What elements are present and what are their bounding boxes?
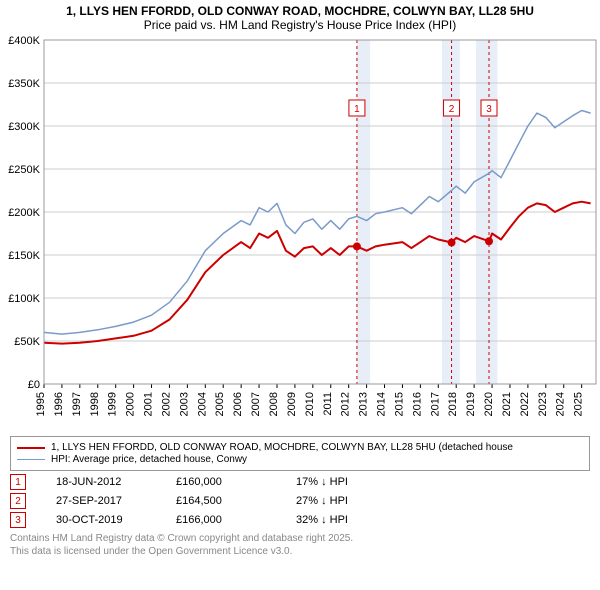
svg-text:2012: 2012 [340, 392, 352, 416]
marker-price: £166,000 [176, 514, 296, 526]
svg-text:2003: 2003 [178, 392, 190, 416]
svg-text:2018: 2018 [447, 392, 459, 416]
svg-text:1995: 1995 [35, 392, 47, 416]
title-line2: Price paid vs. HM Land Registry's House … [10, 18, 590, 32]
svg-text:2: 2 [449, 104, 455, 115]
svg-text:£350K: £350K [8, 78, 40, 90]
svg-text:2011: 2011 [322, 392, 334, 416]
svg-text:£250K: £250K [8, 164, 40, 176]
svg-text:2001: 2001 [143, 392, 155, 416]
svg-text:2016: 2016 [411, 392, 423, 416]
marker-diff: 27% ↓ HPI [296, 495, 416, 507]
svg-text:2010: 2010 [304, 392, 316, 416]
marker-row: 2 27-SEP-2017£164,50027% ↓ HPI [10, 493, 590, 509]
chart-title-block: 1, LLYS HEN FFORDD, OLD CONWAY ROAD, MOC… [0, 0, 600, 34]
svg-text:1998: 1998 [89, 392, 101, 416]
svg-text:2006: 2006 [232, 392, 244, 416]
legend-label: 1, LLYS HEN FFORDD, OLD CONWAY ROAD, MOC… [51, 442, 513, 453]
marker-number-box: 3 [10, 512, 26, 528]
marker-price: £164,500 [176, 495, 296, 507]
svg-text:£50K: £50K [14, 336, 40, 348]
svg-text:1: 1 [354, 104, 360, 115]
svg-text:1999: 1999 [107, 392, 119, 416]
marker-diff: 17% ↓ HPI [296, 476, 416, 488]
svg-text:2021: 2021 [501, 392, 513, 416]
legend-item: 1, LLYS HEN FFORDD, OLD CONWAY ROAD, MOC… [17, 442, 583, 453]
svg-text:2020: 2020 [483, 392, 495, 416]
svg-text:2023: 2023 [537, 392, 549, 416]
svg-text:£150K: £150K [8, 250, 40, 262]
svg-text:2014: 2014 [376, 392, 388, 416]
legend: 1, LLYS HEN FFORDD, OLD CONWAY ROAD, MOC… [10, 436, 590, 471]
marker-number-box: 2 [10, 493, 26, 509]
svg-text:2009: 2009 [286, 392, 298, 416]
svg-text:1996: 1996 [53, 392, 65, 416]
svg-text:£0: £0 [28, 379, 40, 391]
marker-diff: 32% ↓ HPI [296, 514, 416, 526]
title-line1: 1, LLYS HEN FFORDD, OLD CONWAY ROAD, MOC… [10, 4, 590, 18]
marker-number-box: 1 [10, 474, 26, 490]
svg-text:2004: 2004 [196, 392, 208, 416]
svg-text:3: 3 [486, 104, 492, 115]
svg-text:2025: 2025 [573, 392, 585, 416]
svg-text:£200K: £200K [8, 207, 40, 219]
marker-date: 18-JUN-2012 [56, 476, 176, 488]
marker-row: 3 30-OCT-2019£166,00032% ↓ HPI [10, 512, 590, 528]
license-text: Contains HM Land Registry data © Crown c… [10, 532, 590, 558]
svg-text:2005: 2005 [214, 392, 226, 416]
legend-label: HPI: Average price, detached house, Conw… [51, 454, 247, 465]
svg-text:£400K: £400K [8, 35, 40, 47]
marker-table: 1 18-JUN-2012£160,00017% ↓ HPI 2 27-SEP-201… [10, 474, 590, 528]
svg-text:£100K: £100K [8, 293, 40, 305]
marker-date: 27-SEP-2017 [56, 495, 176, 507]
license-line1: Contains HM Land Registry data © Crown c… [10, 532, 590, 545]
svg-text:£300K: £300K [8, 121, 40, 133]
chart-plot: £0 £50K £100K £150K £200K £250K £300K £350K £400… [0, 34, 600, 434]
svg-text:2022: 2022 [519, 392, 531, 416]
svg-text:2019: 2019 [465, 392, 477, 416]
svg-text:2017: 2017 [429, 392, 441, 416]
legend-item: HPI: Average price, detached house, Conw… [17, 454, 583, 465]
marker-date: 30-OCT-2019 [56, 514, 176, 526]
legend-swatch [17, 459, 45, 460]
svg-text:2008: 2008 [268, 392, 280, 416]
svg-text:2013: 2013 [358, 392, 370, 416]
svg-text:2015: 2015 [393, 392, 405, 416]
svg-text:1997: 1997 [71, 392, 83, 416]
marker-row: 1 18-JUN-2012£160,00017% ↓ HPI [10, 474, 590, 490]
license-line2: This data is licensed under the Open Gov… [10, 545, 590, 558]
svg-text:2007: 2007 [250, 392, 262, 416]
svg-text:2024: 2024 [555, 392, 567, 416]
marker-price: £160,000 [176, 476, 296, 488]
svg-text:2002: 2002 [160, 392, 172, 416]
svg-text:2000: 2000 [125, 392, 137, 416]
legend-swatch [17, 447, 45, 449]
